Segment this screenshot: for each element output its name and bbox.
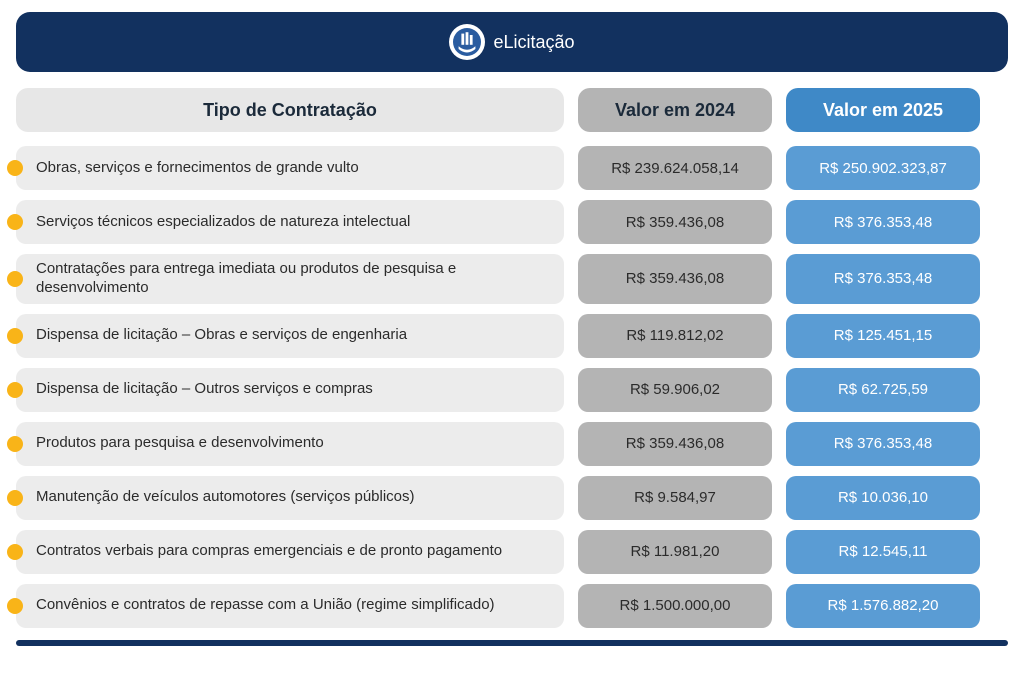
bullet-icon <box>7 436 23 452</box>
cell-2025: R$ 376.353,48 <box>786 200 980 244</box>
cell-2025: R$ 1.576.882,20 <box>786 584 980 628</box>
table-row: Produtos para pesquisa e desenvolvimento… <box>16 422 1008 466</box>
cell-type-label: Dispensa de licitação – Outros serviços … <box>36 380 373 399</box>
cell-type-label: Produtos para pesquisa e desenvolvimento <box>36 434 324 453</box>
header-2025: Valor em 2025 <box>786 88 980 132</box>
bullet-icon <box>7 598 23 614</box>
cell-type-label: Obras, serviços e fornecimentos de grand… <box>36 159 359 178</box>
cell-type: Manutenção de veículos automotores (serv… <box>16 476 564 520</box>
logo-text: eLicitação <box>493 32 574 53</box>
cell-2025: R$ 12.545,11 <box>786 530 980 574</box>
header-type: Tipo de Contratação <box>16 88 564 132</box>
header-bar: eLicitação <box>16 12 1008 72</box>
table-row: Convênios e contratos de repasse com a U… <box>16 584 1008 628</box>
table-row: Manutenção de veículos automotores (serv… <box>16 476 1008 520</box>
cell-2024: R$ 119.812,02 <box>578 314 772 358</box>
cell-2024: R$ 239.624.058,14 <box>578 146 772 190</box>
cell-2025: R$ 250.902.323,87 <box>786 146 980 190</box>
table-row: Obras, serviços e fornecimentos de grand… <box>16 146 1008 190</box>
rows-container: Obras, serviços e fornecimentos de grand… <box>16 146 1008 628</box>
bullet-icon <box>7 271 23 287</box>
cell-type: Dispensa de licitação – Obras e serviços… <box>16 314 564 358</box>
cell-type-label: Convênios e contratos de repasse com a U… <box>36 596 495 615</box>
cell-2025: R$ 125.451,15 <box>786 314 980 358</box>
bullet-icon <box>7 214 23 230</box>
table-row: Dispensa de licitação – Obras e serviços… <box>16 314 1008 358</box>
cell-type: Obras, serviços e fornecimentos de grand… <box>16 146 564 190</box>
cell-type-label: Contratos verbais para compras emergenci… <box>36 542 502 561</box>
logo-icon <box>449 24 485 60</box>
table-row: Dispensa de licitação – Outros serviços … <box>16 368 1008 412</box>
bullet-icon <box>7 160 23 176</box>
cell-type: Serviços técnicos especializados de natu… <box>16 200 564 244</box>
bullet-icon <box>7 382 23 398</box>
table-row: Contratos verbais para compras emergenci… <box>16 530 1008 574</box>
bottom-divider <box>16 640 1008 646</box>
cell-type: Contratos verbais para compras emergenci… <box>16 530 564 574</box>
bullet-icon <box>7 328 23 344</box>
cell-type: Dispensa de licitação – Outros serviços … <box>16 368 564 412</box>
cell-2024: R$ 9.584,97 <box>578 476 772 520</box>
cell-2025: R$ 62.725,59 <box>786 368 980 412</box>
bullet-icon <box>7 544 23 560</box>
cell-type: Convênios e contratos de repasse com a U… <box>16 584 564 628</box>
cell-2024: R$ 59.906,02 <box>578 368 772 412</box>
cell-2024: R$ 11.981,20 <box>578 530 772 574</box>
column-headers: Tipo de Contratação Valor em 2024 Valor … <box>16 88 1008 132</box>
cell-2024: R$ 359.436,08 <box>578 422 772 466</box>
cell-type-label: Contratações para entrega imediata ou pr… <box>36 260 550 298</box>
cell-2024: R$ 359.436,08 <box>578 254 772 304</box>
cell-2025: R$ 376.353,48 <box>786 254 980 304</box>
cell-type-label: Manutenção de veículos automotores (serv… <box>36 488 415 507</box>
table-row: Serviços técnicos especializados de natu… <box>16 200 1008 244</box>
cell-type-label: Serviços técnicos especializados de natu… <box>36 213 410 232</box>
logo: eLicitação <box>449 24 574 60</box>
cell-type: Contratações para entrega imediata ou pr… <box>16 254 564 304</box>
cell-2024: R$ 359.436,08 <box>578 200 772 244</box>
cell-type: Produtos para pesquisa e desenvolvimento <box>16 422 564 466</box>
cell-2024: R$ 1.500.000,00 <box>578 584 772 628</box>
table-row: Contratações para entrega imediata ou pr… <box>16 254 1008 304</box>
bullet-icon <box>7 490 23 506</box>
cell-2025: R$ 10.036,10 <box>786 476 980 520</box>
header-2024: Valor em 2024 <box>578 88 772 132</box>
cell-type-label: Dispensa de licitação – Obras e serviços… <box>36 326 407 345</box>
cell-2025: R$ 376.353,48 <box>786 422 980 466</box>
